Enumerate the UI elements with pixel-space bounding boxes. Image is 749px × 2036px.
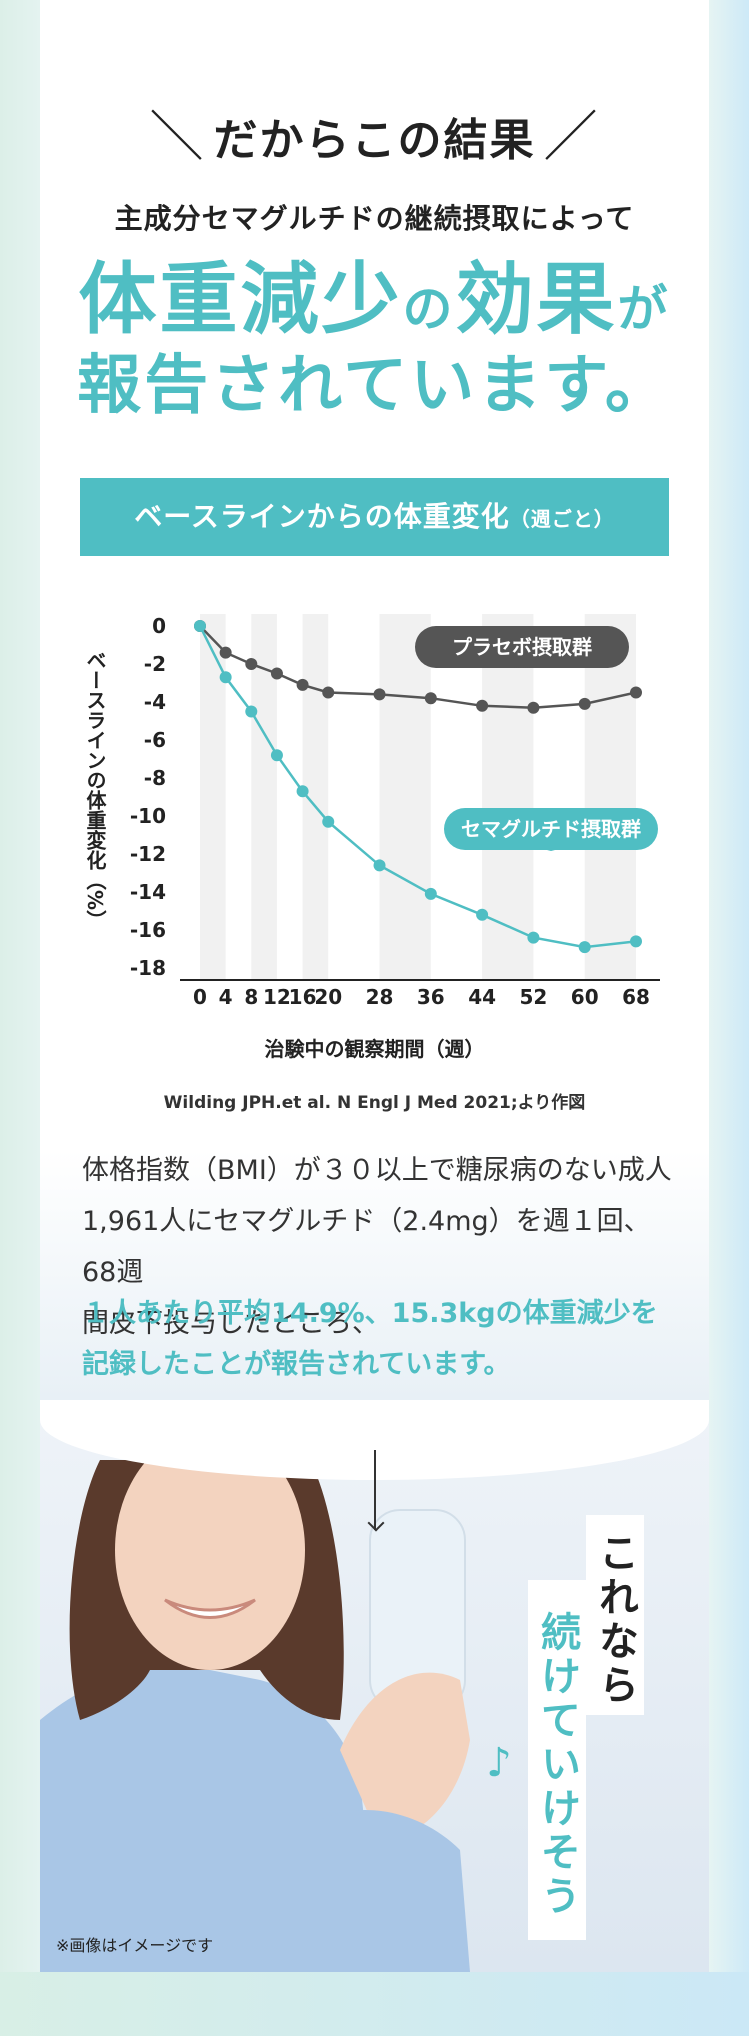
x-tick-label: 16 <box>289 985 317 1009</box>
y-axis-label: ベースラインの体重変化（%） <box>83 650 107 931</box>
legend-callout-tail <box>543 849 559 851</box>
y-tick-label: 0 <box>152 614 166 638</box>
x-tick-label: 36 <box>417 985 445 1009</box>
series-point-1 <box>373 859 386 872</box>
headline-word-1: 体重減少 <box>78 255 403 345</box>
y-tick-label: -4 <box>144 690 166 714</box>
series-point-1 <box>296 785 309 798</box>
headline-particle-2: が <box>617 280 671 338</box>
body-line-2: 1,961人にセマグルチド（2.4mg）を週１回、68週 <box>82 1206 651 1288</box>
x-tick-label: 20 <box>314 985 342 1009</box>
series-point-1 <box>245 705 258 718</box>
headline-line1: 体重減少の効果が <box>40 255 709 345</box>
series-point-0 <box>296 678 309 691</box>
y-tick-label: -2 <box>144 652 166 676</box>
card-fade <box>40 1150 709 1400</box>
body-line-3: 間皮下投与したところ、 <box>82 1308 379 1339</box>
body-text: 体格指数（BMI）が３０以上で糖尿病のない成人 1,961人にセマグルチド（2.… <box>82 1145 682 1349</box>
series-point-0 <box>424 692 437 705</box>
series-point-1 <box>219 671 232 684</box>
y-tick-label: -12 <box>130 842 166 866</box>
x-tick-label: 60 <box>571 985 599 1009</box>
highlight-line-1: １人あたり平均14.9%、15.3kgの体重減少を <box>82 1298 658 1329</box>
grid-band <box>584 614 636 980</box>
series-point-1 <box>527 931 540 944</box>
source-citation: Wilding JPH.et al. N Engl J Med 2021;より作… <box>163 1093 586 1113</box>
series-point-0 <box>219 646 232 659</box>
y-tick-label: -8 <box>144 766 166 790</box>
subtitle: 主成分セマグルチドの継続摂取によって <box>114 202 635 235</box>
x-tick-label: 28 <box>366 985 394 1009</box>
chart-header: ベースラインからの体重変化（週ごと） <box>80 478 669 556</box>
series-point-0 <box>270 667 283 680</box>
chart-title: ベースラインからの体重変化 <box>134 500 510 533</box>
bottom-strip <box>0 1972 749 2036</box>
series-point-0 <box>322 686 335 699</box>
intro-heading: ＼ だからこの結果／ <box>40 92 709 171</box>
legend-callout-bg <box>415 626 629 668</box>
series-point-0 <box>630 686 642 699</box>
body-line-1: 体格指数（BMI）が３０以上で糖尿病のない成人 <box>82 1155 672 1186</box>
slash-left: ＼ <box>149 105 206 168</box>
headline-line2: 報告されています。 <box>77 349 672 423</box>
y-tick-label: -18 <box>130 956 166 980</box>
series-point-0 <box>527 701 540 714</box>
y-tick-label: -6 <box>144 728 166 752</box>
chart-title-suffix: （週ごと） <box>509 507 615 531</box>
series-point-1 <box>476 908 489 921</box>
arrow-down-icon <box>374 1450 376 1530</box>
x-tick-label: 52 <box>519 985 547 1009</box>
y-tick-label: -16 <box>130 918 166 942</box>
legend-callout-tail <box>514 667 530 668</box>
x-tick-label: 68 <box>622 985 650 1009</box>
series-point-0 <box>578 697 591 710</box>
series-point-0 <box>476 699 489 712</box>
grid-band <box>379 614 431 980</box>
series-point-0 <box>245 658 258 670</box>
x-tick-label: 44 <box>468 985 496 1009</box>
series-line-1 <box>198 625 637 949</box>
x-tick-label: 8 <box>244 985 258 1009</box>
headline-word-2: 効果 <box>455 255 618 345</box>
x-tick-label: 4 <box>219 985 233 1009</box>
series-point-1 <box>424 887 437 900</box>
y-tick-label: -10 <box>130 804 166 828</box>
highlight-line-2: 記録したことが報告されています。 <box>82 1349 511 1380</box>
speech-bubble-1: これなら <box>586 1515 644 1715</box>
legend-label: セマグルチド摂取群 <box>461 817 641 841</box>
series-point-1 <box>578 941 591 954</box>
series-point-1 <box>194 620 206 632</box>
series-point-1 <box>630 935 642 948</box>
series-point-1 <box>322 815 335 828</box>
x-tick-label: 12 <box>263 985 291 1009</box>
image-note: ※画像はイメージです <box>56 1936 214 1955</box>
woman-illustration <box>40 1430 470 1972</box>
legend-callout-bg <box>444 808 658 850</box>
highlight-text: １人あたり平均14.9%、15.3kgの体重減少を 記録したことが報告されていま… <box>82 1288 682 1390</box>
legend-label: プラセボ摂取群 <box>452 635 592 659</box>
series-point-1 <box>270 749 283 762</box>
y-tick-label: -14 <box>130 880 166 904</box>
x-axis-label: 治験中の観察期間（週） <box>264 1037 485 1061</box>
x-tick-label: 0 <box>193 985 207 1009</box>
slash-right: ／ <box>543 105 600 168</box>
speech-bubble-2: 続けていけそう♪ <box>476 1580 586 1940</box>
series-point-0 <box>373 688 386 701</box>
intro-text: だからこの結果 <box>213 115 536 166</box>
headline-particle-1: の <box>402 280 456 338</box>
